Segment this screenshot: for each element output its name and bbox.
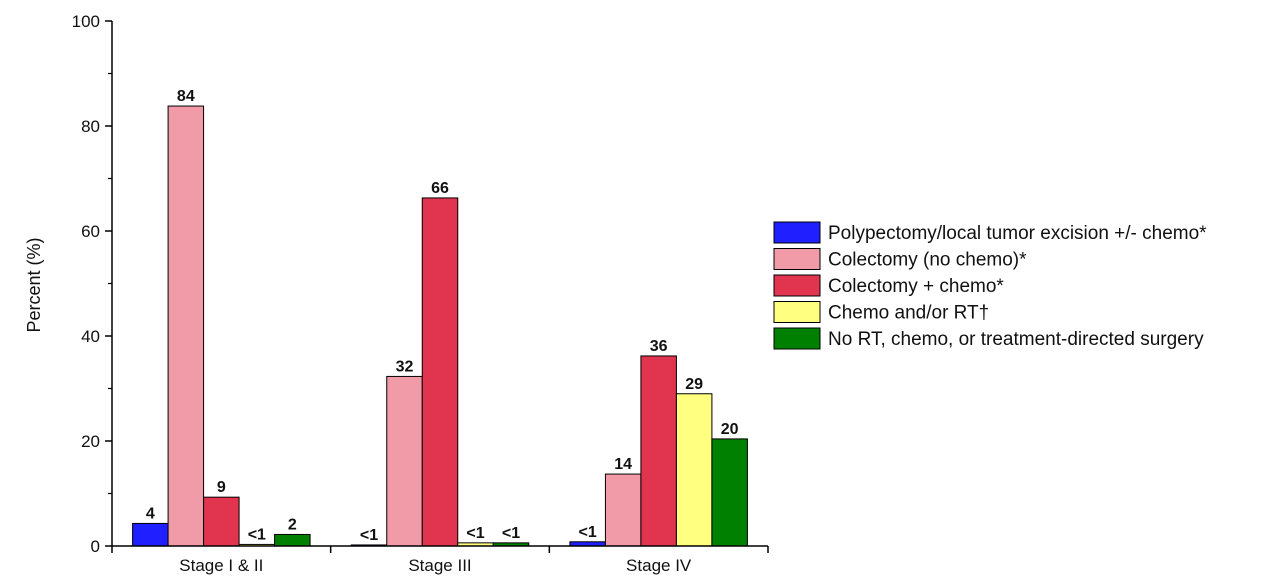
x-axis: Stage I & II Stage III Stage IV bbox=[111, 545, 769, 575]
data-label: 66 bbox=[431, 180, 449, 197]
legend-swatch bbox=[773, 301, 821, 323]
data-label: <1 bbox=[579, 524, 597, 541]
y-tick-label: 40 bbox=[81, 327, 100, 346]
bar bbox=[675, 393, 713, 547]
data-label: <1 bbox=[360, 527, 378, 544]
data-label: <1 bbox=[248, 526, 266, 543]
bar bbox=[274, 533, 311, 547]
legend-label: Colectomy + chemo* bbox=[828, 276, 1004, 297]
legend: Polypectomy/local tumor excision +/- che… bbox=[773, 221, 1207, 350]
data-label: <1 bbox=[466, 525, 484, 542]
legend-label: Colectomy (no chemo)* bbox=[828, 250, 1027, 271]
bars bbox=[132, 105, 748, 547]
bar bbox=[167, 105, 205, 547]
bar bbox=[640, 355, 677, 547]
data-label: 20 bbox=[721, 421, 739, 438]
legend-swatch bbox=[773, 274, 821, 297]
legend-swatch bbox=[773, 221, 821, 244]
y-axis-title: Percent (%) bbox=[24, 237, 44, 332]
data-labels: 4 84 9 <1 2 <1 32 66 <1 <1 <1 14 36 29 20 bbox=[146, 88, 739, 544]
y-tick-label: 20 bbox=[81, 432, 100, 451]
bar bbox=[386, 375, 423, 547]
bar bbox=[132, 522, 169, 547]
y-tick-label: 0 bbox=[91, 537, 100, 556]
data-label: 36 bbox=[650, 338, 668, 355]
x-tick-label: Stage IV bbox=[626, 556, 692, 575]
legend-swatch bbox=[773, 248, 821, 270]
legend-swatch bbox=[773, 327, 821, 350]
bar bbox=[421, 197, 459, 547]
y-tick-label: 60 bbox=[81, 222, 100, 241]
legend-label: Chemo and/or RT† bbox=[828, 303, 989, 324]
legend-label: No RT, chemo, or treatment-directed surg… bbox=[828, 329, 1204, 350]
x-tick-label: Stage I & II bbox=[179, 556, 263, 575]
y-tick-label: 80 bbox=[81, 117, 100, 136]
y-tick-label: 100 bbox=[72, 12, 100, 31]
data-label: 2 bbox=[288, 516, 297, 533]
x-tick-label: Stage III bbox=[408, 556, 471, 575]
data-label: 14 bbox=[614, 456, 632, 473]
bar bbox=[711, 438, 748, 547]
data-label: 84 bbox=[177, 88, 195, 105]
data-label: <1 bbox=[502, 525, 520, 542]
data-label: 32 bbox=[396, 358, 414, 375]
data-label: 29 bbox=[685, 376, 703, 393]
bar bbox=[203, 496, 240, 547]
data-label: 4 bbox=[146, 505, 155, 522]
bar bbox=[604, 473, 642, 547]
y-axis: 0 20 40 60 80 100 bbox=[72, 12, 113, 556]
data-label: 9 bbox=[217, 479, 226, 496]
legend-label: Polypectomy/local tumor excision +/- che… bbox=[828, 223, 1207, 244]
